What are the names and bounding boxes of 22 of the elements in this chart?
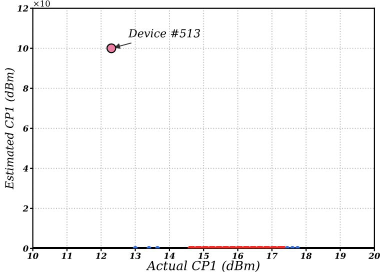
x-tick-label: 15 bbox=[198, 252, 209, 260]
x-tick-label: 20 bbox=[368, 252, 380, 260]
x-tick-label: 11 bbox=[62, 252, 72, 259]
annotation: Device #513 bbox=[128, 29, 200, 38]
y-tick-label: 8 bbox=[22, 85, 28, 92]
x-tick-label: 18 bbox=[300, 252, 312, 260]
x-tick-label: 13 bbox=[130, 252, 141, 260]
text: ×10 bbox=[34, 0, 50, 7]
y-tick-label: 10 bbox=[18, 45, 28, 52]
x-axis-title: Actual CP1 (dBm) bbox=[146, 260, 260, 272]
x-tick-label: 10 bbox=[28, 252, 38, 260]
x-tick-label: 16 bbox=[232, 252, 244, 260]
x-tick-label: 17 bbox=[266, 252, 278, 259]
x-tick-label: 14 bbox=[164, 252, 175, 259]
y-axis-title: Estimated CP1 (dBm) bbox=[4, 68, 16, 190]
y-tick-label: 4 bbox=[22, 165, 28, 172]
x-tick-label: 19 bbox=[335, 252, 346, 260]
y-tick-label: 0 bbox=[23, 245, 28, 252]
y-tick-label: 12 bbox=[18, 5, 28, 12]
x-tick-label: 12 bbox=[96, 252, 106, 259]
y-tick-label: 6 bbox=[23, 125, 28, 132]
y-tick-label: 2 bbox=[22, 205, 28, 212]
